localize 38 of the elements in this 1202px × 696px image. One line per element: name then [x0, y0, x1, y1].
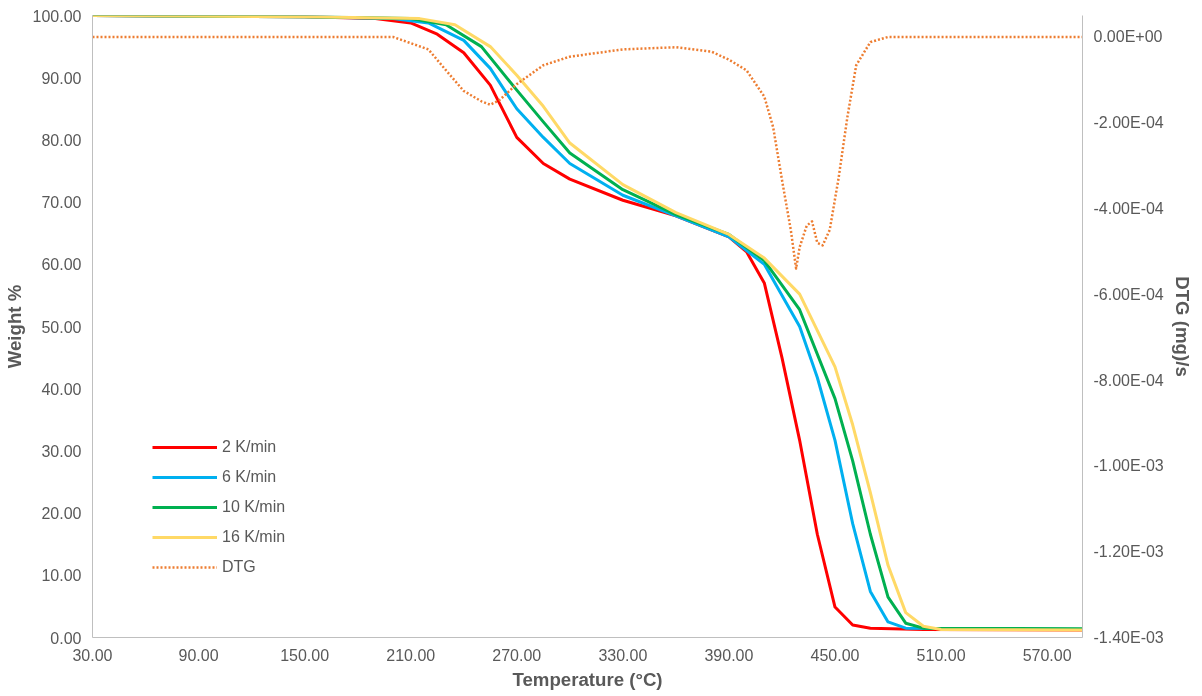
y-axis-title: Weight %: [3, 284, 25, 369]
legend-label: 6 K/min: [222, 468, 277, 486]
y2-tick-label: -1.40E-03: [1093, 629, 1164, 646]
y2-tick-label: -8.00E-04: [1093, 371, 1164, 389]
legend-label: DTG: [222, 558, 256, 576]
x-tick-label: 270.00: [492, 646, 542, 664]
y-tick-label: 50.00: [41, 318, 82, 336]
y2-tick-label: -4.00E-04: [1093, 200, 1164, 218]
y-tick-label: 80.00: [41, 131, 82, 149]
x-tick-label: 150.00: [280, 646, 330, 664]
x-tick-label: 570.00: [1022, 646, 1072, 664]
y2-tick-label: -1.00E-03: [1093, 457, 1164, 475]
y-tick-label: 100.00: [32, 7, 82, 25]
y-tick-label: 30.00: [41, 442, 82, 460]
y2-tick-label: -2.00E-04: [1093, 114, 1164, 132]
x-tick-label: 510.00: [916, 646, 966, 664]
y-tick-label: 70.00: [41, 194, 82, 212]
y-tick-label: 90.00: [41, 69, 82, 87]
y-tick-label: 60.00: [41, 256, 82, 274]
legend-label: 16 K/min: [222, 528, 286, 546]
line-series: [92, 35, 1083, 270]
y2-tick-label: -1.20E-03: [1093, 543, 1164, 561]
y-tick-label: 0.00: [50, 629, 82, 647]
y-tick-label: 40.00: [41, 380, 82, 398]
x-axis-title: Temperature (°C): [512, 668, 663, 690]
legend-label: 2 K/min: [222, 438, 277, 456]
y2-tick-label: 0.00E+00: [1093, 28, 1163, 46]
x-tick-label: 450.00: [810, 646, 860, 664]
y-tick-label: 10.00: [41, 567, 82, 585]
y2-tick-label: -6.00E-04: [1093, 285, 1164, 303]
x-tick-label: 30.00: [72, 646, 113, 664]
y-tick-label: 20.00: [41, 505, 82, 523]
x-tick-label: 90.00: [178, 646, 219, 664]
x-tick-label: 210.00: [386, 646, 436, 664]
x-tick-label: 330.00: [598, 646, 648, 664]
x-tick-label: 390.00: [704, 646, 754, 664]
legend-label: 10 K/min: [222, 498, 286, 516]
y2-axis-title: DTG (mg)/s: [1171, 276, 1193, 377]
